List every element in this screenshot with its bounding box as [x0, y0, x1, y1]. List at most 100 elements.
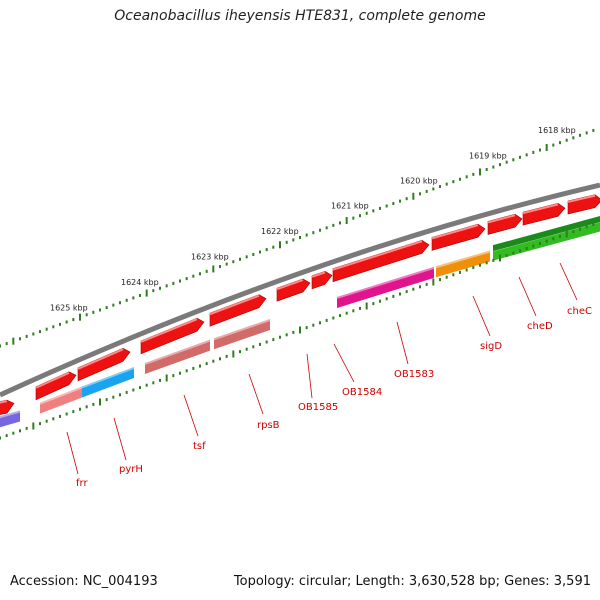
inner-tick-minor	[359, 306, 361, 310]
outer-scale-ticks	[0, 128, 595, 348]
gene-leader-line	[518, 276, 537, 317]
gene-leader-line	[66, 431, 79, 475]
gene-label: OB1584	[342, 387, 382, 398]
inner-tick-minor	[332, 316, 335, 320]
scale-tick-minor	[99, 308, 101, 312]
scale-label: 1620 kbp	[400, 177, 438, 186]
inner-tick-minor	[419, 285, 421, 289]
inner-tick-minor	[412, 287, 415, 291]
inner-tick-minor	[505, 254, 508, 258]
scale-tick-minor	[539, 148, 541, 152]
scale-tick-minor	[579, 133, 581, 137]
inner-tick-minor	[265, 340, 268, 344]
inner-tick-major	[99, 398, 101, 406]
scale-tick-minor	[172, 281, 175, 285]
scale-tick-minor	[572, 136, 575, 140]
gene-highlight	[487, 214, 516, 224]
inner-tick-minor	[179, 371, 181, 375]
scale-tick-minor	[5, 342, 8, 346]
gene-highlight	[567, 194, 596, 203]
scale-tick-minor	[205, 269, 208, 273]
scale-tick-minor	[385, 204, 388, 208]
inner-tick-minor	[292, 330, 295, 334]
scale-tick-minor	[499, 163, 501, 167]
inner-tick-minor	[545, 239, 548, 243]
inner-tick-minor	[305, 326, 308, 330]
inner-tick-major	[365, 302, 368, 310]
inner-tick-minor	[352, 309, 355, 313]
scale-tick-minor	[59, 322, 61, 326]
feature-block	[436, 250, 490, 278]
scale-tick-minor	[485, 167, 488, 171]
scale-tick-major	[345, 217, 348, 225]
scale-tick-minor	[445, 182, 448, 186]
scale-tick-minor	[19, 337, 21, 341]
inner-tick-major	[565, 230, 568, 238]
scale-tick-minor	[192, 274, 195, 278]
scale-tick-minor	[325, 226, 328, 230]
inner-tick-minor	[219, 357, 221, 361]
inner-tick-minor	[105, 398, 108, 402]
inner-tick-minor	[199, 364, 201, 368]
forward-gene-arrow	[522, 203, 566, 226]
map-title: Oceanobacillus iheyensis HTE831, complet…	[114, 8, 486, 24]
inner-tick-major	[232, 350, 235, 358]
inner-tick-major	[432, 278, 435, 286]
scale-tick-minor	[585, 131, 588, 135]
gene-label: OB1583	[394, 369, 434, 380]
scale-tick-minor	[432, 187, 435, 191]
gene-highlight	[431, 224, 479, 240]
inner-tick-minor	[459, 270, 461, 274]
scale-tick-minor	[312, 231, 315, 235]
scale-tick-minor	[492, 165, 495, 169]
scale-tick-minor	[125, 298, 128, 302]
gene-label: pyrH	[119, 464, 143, 475]
gene-labels: frr pyrH tsf rpsB OB1585 OB1584 OB1583 sigD cheD…	[76, 306, 592, 489]
scale-tick-minor	[159, 286, 161, 290]
scale-tick-minor	[45, 327, 48, 331]
scale-label: 1622 kbp	[261, 227, 299, 236]
inner-tick-minor	[185, 369, 188, 373]
gene-label-leaders	[66, 262, 578, 475]
gene-highlight	[522, 203, 559, 215]
feature-track	[0, 216, 600, 428]
scale-tick-minor	[185, 277, 188, 281]
scale-tick-minor	[139, 293, 141, 297]
inner-tick-minor	[25, 426, 28, 430]
inner-tick-minor	[392, 294, 395, 298]
gene-leader-line	[559, 262, 578, 301]
feature-block	[40, 386, 82, 414]
inner-tick-minor	[445, 275, 448, 279]
inner-tick-minor	[152, 381, 155, 385]
inner-tick-minor	[245, 347, 248, 351]
inner-tick-minor	[452, 273, 455, 277]
feature-block	[82, 366, 134, 398]
inner-tick-minor	[139, 386, 141, 390]
inner-tick-minor	[225, 354, 228, 358]
scale-tick-minor	[52, 325, 55, 329]
inner-tick-minor	[285, 333, 288, 337]
inner-tick-minor	[112, 395, 115, 399]
gene-leader-line	[248, 373, 264, 415]
scale-tick-major	[212, 265, 215, 273]
scale-label: 1621 kbp	[331, 202, 369, 211]
inner-tick-minor	[272, 338, 275, 342]
scale-tick-minor	[332, 223, 335, 227]
gene-highlight	[209, 294, 260, 316]
scale-tick-minor	[272, 245, 275, 249]
scale-tick-minor	[552, 143, 555, 147]
scale-tick-minor	[559, 141, 561, 145]
gene-label: cheC	[567, 306, 592, 317]
scale-tick-minor	[285, 240, 288, 244]
inner-scale-ticks	[0, 222, 595, 440]
scale-tick-minor	[372, 209, 375, 213]
scale-tick-minor	[399, 199, 401, 203]
scale-tick-minor	[32, 332, 35, 336]
scale-tick-minor	[225, 262, 228, 266]
scale-tick-minor	[112, 303, 115, 307]
scale-tick-minor	[0, 344, 1, 348]
inner-tick-minor	[345, 311, 348, 315]
gene-leader-line	[472, 295, 491, 337]
scale-tick-minor	[219, 265, 221, 269]
scale-tick-major	[145, 289, 148, 297]
